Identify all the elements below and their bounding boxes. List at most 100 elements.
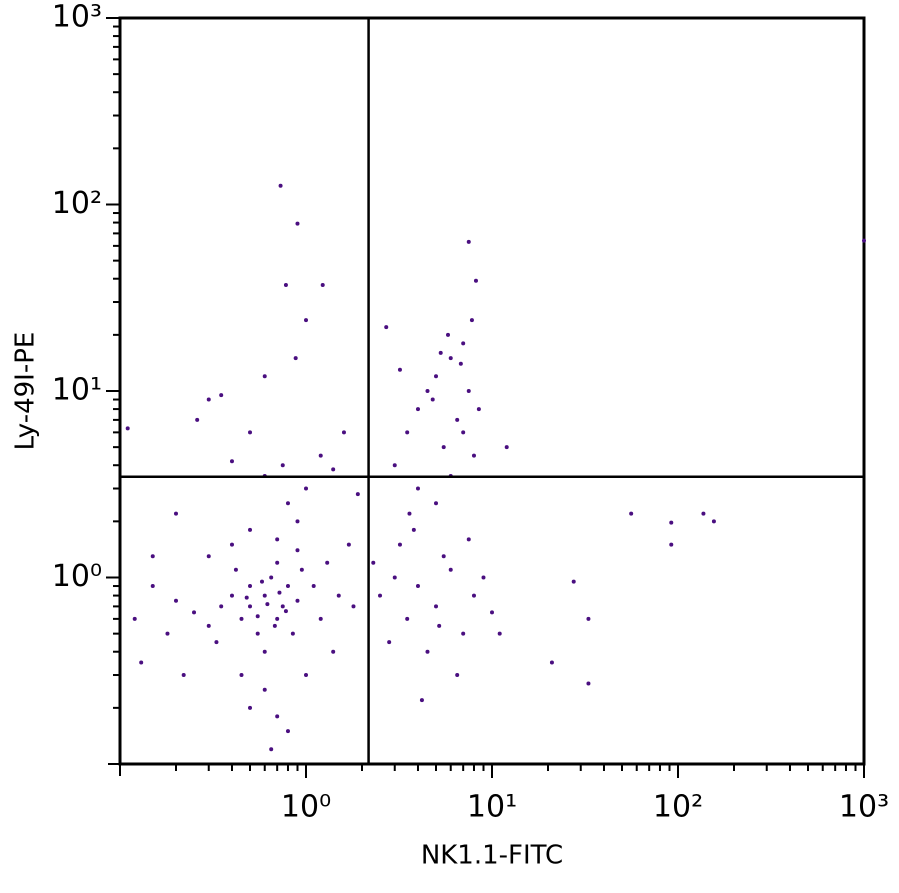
point: [434, 374, 439, 379]
point: [320, 283, 325, 288]
point: [437, 623, 442, 628]
point: [195, 417, 200, 422]
point: [304, 673, 308, 678]
point: [280, 604, 285, 609]
point: [469, 318, 474, 323]
point: [244, 595, 249, 600]
point: [285, 729, 290, 734]
x-tick-label: 10²: [653, 790, 703, 825]
point: [192, 610, 197, 615]
point: [387, 640, 392, 645]
point: [392, 575, 397, 580]
point: [571, 579, 576, 584]
point: [285, 501, 290, 506]
point: [425, 389, 430, 393]
plot-frame: [118, 16, 866, 766]
x-tick-label: 10⁰: [281, 790, 331, 825]
point: [173, 511, 178, 516]
point: [711, 519, 716, 524]
point: [275, 537, 280, 542]
point: [311, 584, 316, 589]
point: [277, 590, 282, 595]
point: [165, 631, 170, 636]
point: [265, 602, 270, 607]
point: [214, 640, 219, 645]
point: [466, 389, 471, 393]
point: [269, 575, 274, 580]
point: [239, 673, 244, 678]
point: [411, 527, 416, 532]
point: [331, 467, 336, 472]
point: [272, 623, 277, 628]
point: [466, 239, 471, 244]
point: [415, 407, 420, 412]
point: [262, 687, 267, 692]
point: [476, 407, 481, 412]
point: [586, 681, 591, 686]
point: [448, 567, 453, 572]
point: [139, 660, 144, 665]
point: [371, 560, 376, 565]
point: [461, 341, 466, 346]
point: [331, 649, 336, 654]
point: [295, 598, 300, 603]
point: [275, 616, 280, 621]
point: [248, 705, 253, 710]
point: [304, 318, 308, 323]
point: [285, 584, 290, 589]
point: [278, 183, 283, 188]
point: [549, 660, 554, 665]
point: [283, 609, 288, 614]
point: [455, 417, 460, 422]
point: [150, 554, 155, 559]
point: [295, 519, 300, 524]
point: [405, 430, 410, 435]
point: [351, 604, 356, 609]
point: [448, 356, 453, 361]
point: [669, 520, 674, 525]
point: [248, 430, 253, 435]
point: [248, 527, 253, 532]
point: [299, 567, 304, 572]
point: [466, 537, 471, 542]
point: [132, 616, 137, 621]
point: [229, 542, 234, 547]
point: [441, 445, 446, 450]
point: [341, 430, 346, 435]
point: [206, 397, 211, 402]
point: [458, 361, 463, 366]
point: [419, 698, 424, 703]
point: [318, 453, 323, 458]
point: [283, 283, 288, 288]
point: [206, 554, 211, 559]
point: [173, 598, 178, 603]
point: [295, 548, 300, 553]
point: [219, 393, 224, 398]
point: [415, 486, 420, 491]
x-axis-label: NK1.1-FITC: [421, 841, 563, 871]
point: [430, 397, 435, 402]
y-tick-label: 10¹: [52, 373, 102, 408]
point: [461, 631, 466, 636]
point: [346, 542, 351, 547]
point: [384, 325, 389, 330]
point: [471, 453, 476, 458]
point: [336, 593, 341, 598]
point: [504, 445, 509, 450]
point: [280, 463, 285, 468]
point: [293, 356, 298, 361]
point: [239, 616, 244, 621]
point: [415, 584, 420, 589]
point: [255, 614, 260, 619]
point: [295, 221, 300, 226]
point: [269, 747, 274, 752]
y-axis-label: Ly-49I-PE: [11, 332, 41, 451]
point: [434, 604, 439, 609]
y-tick-label: 10²: [52, 186, 102, 221]
point: [262, 374, 267, 379]
point: [259, 579, 264, 584]
point: [473, 278, 478, 283]
point: [629, 511, 634, 516]
point: [490, 610, 494, 615]
point: [233, 567, 238, 572]
